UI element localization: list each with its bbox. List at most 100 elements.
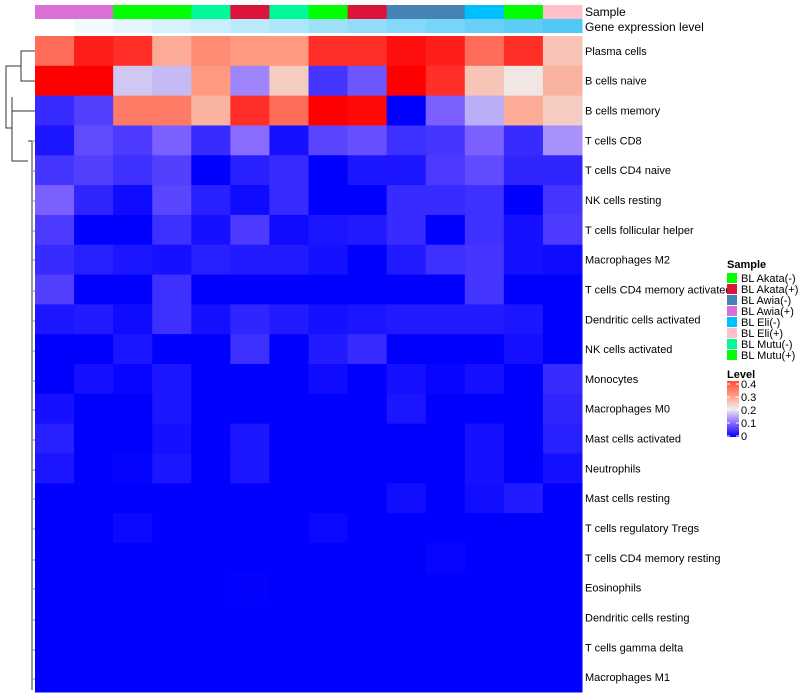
heatmap-cell xyxy=(347,155,388,186)
sample-annotation-cell xyxy=(74,5,114,19)
heatmap-cell xyxy=(152,36,192,67)
row-label: Mast cells activated xyxy=(585,434,681,446)
heatmap-cell xyxy=(347,364,388,395)
heatmap-cell xyxy=(74,36,114,67)
legend-swatch xyxy=(727,295,737,305)
heatmap-cell xyxy=(191,632,231,663)
heatmap-cell xyxy=(74,542,114,574)
heatmap-cell xyxy=(425,513,466,544)
sample-annotation-cell xyxy=(503,5,544,19)
heatmap-cell xyxy=(152,185,192,216)
heatmap-cell xyxy=(347,513,388,544)
legend-sample-title: Sample xyxy=(727,259,766,271)
heatmap-cell xyxy=(35,542,75,574)
heatmap-cell xyxy=(269,304,309,335)
heatmap-cell xyxy=(386,364,427,395)
heatmap-cell xyxy=(230,453,270,484)
heatmap-cell xyxy=(269,662,309,693)
heatmap-cell xyxy=(503,155,544,186)
heatmap-cell xyxy=(347,483,388,514)
heatmap-cell xyxy=(347,662,388,693)
heatmap-cell xyxy=(347,185,388,216)
heatmap-cell xyxy=(152,274,192,305)
heatmap-cell xyxy=(230,125,270,156)
heatmap-cell xyxy=(269,602,309,633)
heatmap-cell xyxy=(35,483,75,514)
heatmap-cell xyxy=(503,185,544,216)
heatmap-cell xyxy=(347,572,388,604)
heatmap-cell xyxy=(308,125,349,156)
heatmap-cell xyxy=(269,542,309,574)
heatmap-cell xyxy=(152,423,192,454)
heatmap-cell xyxy=(542,632,583,663)
heatmap-cell xyxy=(113,274,153,305)
heatmap-cell xyxy=(503,572,544,604)
heatmap-cell xyxy=(35,125,75,156)
heatmap-cell xyxy=(269,572,309,604)
heatmap-cell xyxy=(152,334,192,365)
heatmap-cell xyxy=(464,274,505,305)
heatmap-cell xyxy=(191,453,231,484)
legend-swatch xyxy=(727,284,737,294)
heatmap-cell xyxy=(308,36,349,67)
heatmap-cell xyxy=(464,65,505,97)
heatmap-cell xyxy=(308,244,349,276)
heatmap-cell xyxy=(35,334,75,365)
heatmap-cell xyxy=(542,36,583,67)
heatmap-cell xyxy=(308,572,349,604)
heatmap-cell xyxy=(425,423,466,454)
heatmap-cell xyxy=(269,274,309,305)
heatmap-cell xyxy=(503,542,544,574)
heatmap-cell xyxy=(113,334,153,365)
heatmap-cell xyxy=(230,304,270,335)
row-label: T cells follicular helper xyxy=(585,225,694,237)
heatmap-cell xyxy=(542,423,583,454)
heatmap-cell xyxy=(386,453,427,484)
heatmap-cell xyxy=(113,662,153,693)
row-label: Mast cells resting xyxy=(585,493,670,505)
row-label: Monocytes xyxy=(585,374,639,386)
sample-annotation-cell xyxy=(230,5,270,19)
heatmap-cell xyxy=(308,185,349,216)
heatmap-cell xyxy=(74,662,114,693)
heatmap-cell xyxy=(347,602,388,633)
heatmap-cell xyxy=(464,483,505,514)
heatmap-cell xyxy=(152,453,192,484)
heatmap-cell xyxy=(542,572,583,604)
heatmap-cell xyxy=(386,125,427,156)
heatmap-cell xyxy=(542,364,583,395)
heatmap-cell xyxy=(425,214,466,246)
heatmap-cell xyxy=(503,95,544,126)
heatmap-cell xyxy=(347,214,388,246)
heatmap-cell xyxy=(74,185,114,216)
heatmap-cell xyxy=(152,542,192,574)
heatmap-cell xyxy=(347,65,388,97)
row-label: Macrophages M1 xyxy=(585,672,670,684)
heatmap-cell xyxy=(230,364,270,395)
heatmap-cell xyxy=(152,483,192,514)
heatmap-cell xyxy=(542,453,583,484)
row-label: Macrophages M2 xyxy=(585,255,670,267)
heatmap-cell xyxy=(113,125,153,156)
heatmap-cell xyxy=(230,513,270,544)
heatmap-cell xyxy=(386,662,427,693)
heatmap-cell xyxy=(503,244,544,276)
legend-label: BL Eli(+) xyxy=(741,328,783,340)
heatmap-cell xyxy=(464,662,505,693)
heatmap-cell xyxy=(464,393,505,425)
heatmap-cell xyxy=(386,393,427,425)
heatmap-cell xyxy=(269,214,309,246)
heatmap-cell xyxy=(542,185,583,216)
heatmap-cell xyxy=(113,95,153,126)
heatmap-cell xyxy=(542,542,583,574)
heatmap-cell xyxy=(464,513,505,544)
heatmap-cell xyxy=(152,632,192,663)
heatmap-cell xyxy=(308,423,349,454)
heatmap-cell xyxy=(542,274,583,305)
heatmap-cell xyxy=(542,483,583,514)
heatmap-cell xyxy=(503,393,544,425)
heatmap-cell xyxy=(191,244,231,276)
heatmap-cell xyxy=(113,393,153,425)
heatmap-cell xyxy=(542,304,583,335)
heatmap-cell xyxy=(230,423,270,454)
